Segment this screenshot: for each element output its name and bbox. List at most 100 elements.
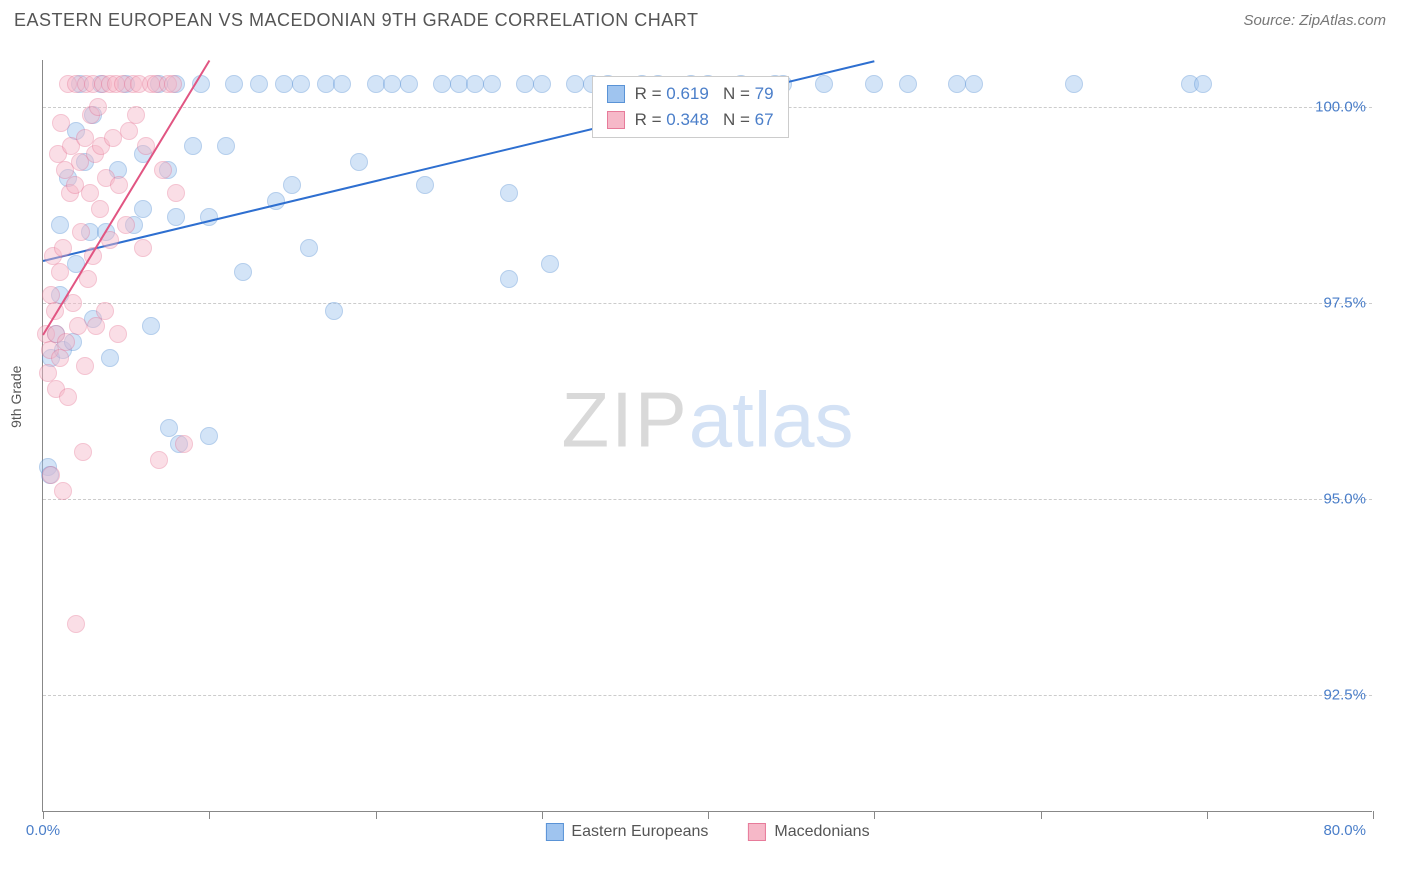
watermark: ZIPatlas [561,375,853,466]
data-point [367,75,385,93]
data-point [54,239,72,257]
data-point [164,75,182,93]
xtick [708,811,709,819]
data-point [965,75,983,93]
data-point [52,114,70,132]
data-point [317,75,335,93]
data-point [292,75,310,93]
data-point [120,122,138,140]
data-point [72,223,90,241]
data-point [283,176,301,194]
ytick-label: 95.0% [1323,490,1366,507]
data-point [134,200,152,218]
xtick [376,811,377,819]
data-point [541,255,559,273]
data-point [154,161,172,179]
data-point [96,302,114,320]
data-point [167,184,185,202]
xtick [209,811,210,819]
data-point [500,184,518,202]
legend-swatch [607,111,625,129]
data-point [109,325,127,343]
data-point [815,75,833,93]
bottom-legend: Eastern Europeans Macedonians [545,823,869,841]
data-point [104,129,122,147]
data-point [67,615,85,633]
data-point [1194,75,1212,93]
data-point [51,216,69,234]
gridline-h [43,695,1372,696]
data-point [91,200,109,218]
data-point [59,388,77,406]
data-point [483,75,501,93]
ytick-label: 100.0% [1315,99,1366,116]
data-point [1065,75,1083,93]
data-point [167,208,185,226]
y-axis-label: 9th Grade [8,366,24,428]
legend-swatch-macedonian [748,823,766,841]
xtick-label: 0.0% [26,822,60,839]
data-point [234,263,252,281]
watermark-atlas: atlas [689,376,854,464]
data-point [142,317,160,335]
legend-item-macedonian: Macedonians [748,823,869,841]
data-point [101,349,119,367]
data-point [51,263,69,281]
xtick-label: 80.0% [1323,822,1366,839]
data-point [89,98,107,116]
data-point [225,75,243,93]
legend-swatch [607,85,625,103]
xtick [1041,811,1042,819]
data-point [74,443,92,461]
chart-container: 9th Grade ZIPatlas Eastern Europeans Mac… [14,44,1392,874]
data-point [383,75,401,93]
legend-item-eastern: Eastern Europeans [545,823,708,841]
data-point [400,75,418,93]
data-point [117,216,135,234]
data-point [433,75,451,93]
data-point [500,270,518,288]
data-point [51,349,69,367]
data-point [275,75,293,93]
data-point [110,176,128,194]
legend-swatch-eastern [545,823,563,841]
chart-header: EASTERN EUROPEAN VS MACEDONIAN 9TH GRADE… [0,0,1406,37]
xtick [43,811,44,819]
ytick-label: 92.5% [1323,686,1366,703]
correlation-text: R = 0.348 N = 67 [635,110,774,130]
data-point [300,239,318,257]
data-point [333,75,351,93]
correlation-row: R = 0.619 N = 79 [593,81,788,107]
ytick-label: 97.5% [1323,294,1366,311]
data-point [250,75,268,93]
data-point [42,466,60,484]
data-point [865,75,883,93]
correlation-legend: R = 0.619 N = 79 R = 0.348 N = 67 [592,76,789,138]
xtick [1373,811,1374,819]
data-point [566,75,584,93]
data-point [87,317,105,335]
correlation-row: R = 0.348 N = 67 [593,107,788,133]
data-point [54,482,72,500]
xtick [874,811,875,819]
data-point [127,106,145,124]
xtick [542,811,543,819]
data-point [175,435,193,453]
data-point [350,153,368,171]
data-point [184,137,202,155]
data-point [134,239,152,257]
data-point [57,333,75,351]
data-point [516,75,534,93]
data-point [217,137,235,155]
data-point [899,75,917,93]
data-point [76,357,94,375]
data-point [948,75,966,93]
plot-area: ZIPatlas Eastern Europeans Macedonians 9… [42,60,1372,812]
gridline-h [43,499,1372,500]
chart-title: EASTERN EUROPEAN VS MACEDONIAN 9TH GRADE… [14,10,698,31]
xtick [1207,811,1208,819]
watermark-zip: ZIP [561,376,688,464]
data-point [416,176,434,194]
legend-label-macedonian: Macedonians [774,823,869,841]
correlation-text: R = 0.619 N = 79 [635,84,774,104]
